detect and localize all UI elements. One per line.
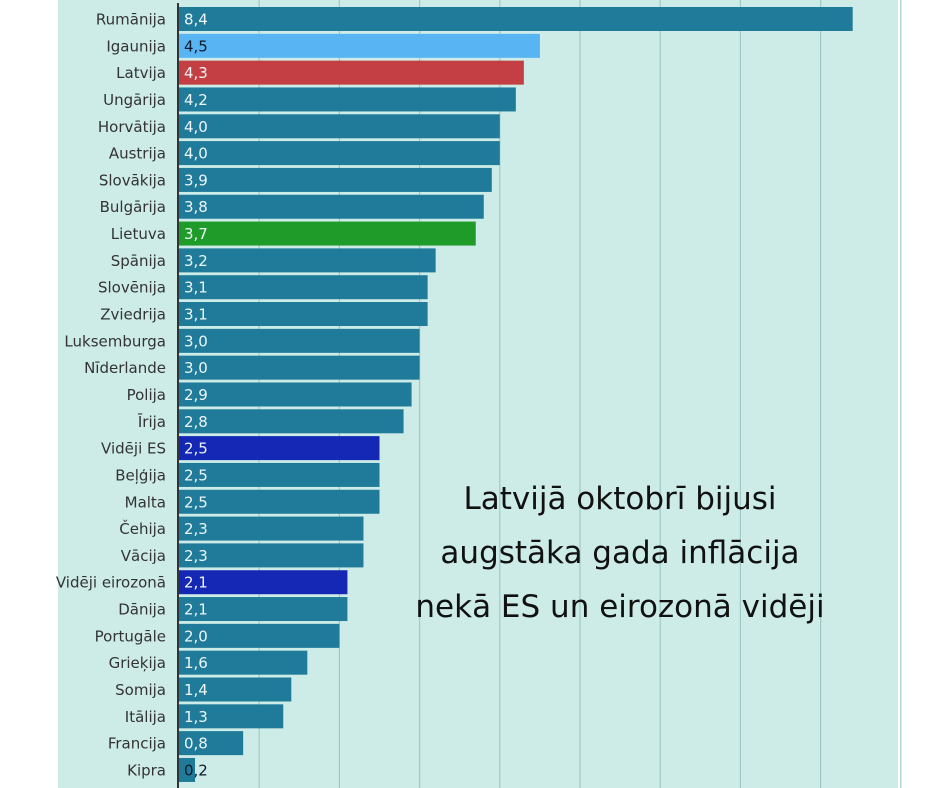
bar <box>179 33 540 58</box>
data-label: 1,6 <box>184 654 208 672</box>
category-label: Čehija <box>119 519 166 538</box>
data-label: 4,3 <box>184 64 208 82</box>
category-label: Bulgārija <box>100 198 166 216</box>
bar <box>179 677 292 702</box>
bar <box>179 60 524 85</box>
bar <box>179 114 500 139</box>
category-label: Spānija <box>111 252 166 270</box>
category-label: Zviedrija <box>100 306 166 324</box>
data-label: 3,0 <box>184 359 208 377</box>
data-label: 4,0 <box>184 145 208 163</box>
data-label: 2,5 <box>184 440 208 458</box>
category-label: Portugāle <box>95 627 166 645</box>
data-label: 1,3 <box>184 708 208 726</box>
data-label: 2,3 <box>184 520 208 538</box>
bar <box>179 757 196 782</box>
annotation-line-1: Latvijā oktobrī bijusi <box>463 481 777 517</box>
data-label: 2,1 <box>184 601 208 619</box>
category-label: Vācija <box>121 547 166 565</box>
bar <box>179 516 364 541</box>
data-label: 3,0 <box>184 332 208 350</box>
category-label: Beļģija <box>115 466 166 484</box>
category-label: Somija <box>115 681 166 699</box>
bar <box>179 167 492 192</box>
bar <box>179 302 428 327</box>
data-label: 3,2 <box>184 252 208 270</box>
bar <box>179 409 404 434</box>
data-label: 2,9 <box>184 386 208 404</box>
category-label: Polija <box>127 386 166 404</box>
category-label: Austrija <box>109 145 166 163</box>
data-label: 3,7 <box>184 225 208 243</box>
bar <box>179 623 340 648</box>
data-label: 3,9 <box>184 171 208 189</box>
bar <box>179 87 516 112</box>
data-label: 3,1 <box>184 279 208 297</box>
category-label: Vidēji eirozonā <box>56 574 166 592</box>
bar <box>179 328 420 353</box>
bar <box>179 355 420 380</box>
category-label: Latvija <box>116 64 166 82</box>
data-label: 2,5 <box>184 466 208 484</box>
category-label: Ungārija <box>103 91 166 109</box>
data-label: 2,0 <box>184 627 208 645</box>
bar <box>179 597 348 622</box>
data-label: 4,2 <box>184 91 208 109</box>
category-label: Francija <box>108 735 166 753</box>
category-label: Īrija <box>138 413 166 431</box>
category-label: Malta <box>125 493 166 511</box>
data-label: 2,5 <box>184 493 208 511</box>
bar <box>179 650 308 675</box>
chart-annotation: Latvijā oktobrī bijusi augstāka gada inf… <box>360 472 880 634</box>
annotation-line-3: nekā ES un eirozonā vidēji <box>415 589 825 625</box>
category-label: Vidēji ES <box>101 440 166 458</box>
bar <box>179 543 364 568</box>
data-label: 3,1 <box>184 306 208 324</box>
category-label: Itālija <box>125 708 166 726</box>
data-label: 4,5 <box>184 37 208 55</box>
category-label: Kipra <box>127 761 166 779</box>
bar <box>179 7 853 31</box>
bar <box>179 731 244 756</box>
category-label: Slovākija <box>99 171 166 189</box>
bar <box>179 382 412 407</box>
annotation-line-2: augstāka gada inflācija <box>440 535 800 571</box>
data-label: 8,4 <box>184 11 208 29</box>
bar <box>179 221 476 246</box>
category-label: Lietuva <box>111 225 166 243</box>
category-label: Slovēnija <box>98 279 166 297</box>
bar <box>179 141 500 166</box>
bar <box>179 194 484 219</box>
category-label: Nīderlande <box>84 359 166 377</box>
bar <box>179 275 428 300</box>
category-label: Igaunija <box>106 37 166 55</box>
data-label: 2,1 <box>184 574 208 592</box>
data-label: 2,3 <box>184 547 208 565</box>
category-label: Luksemburga <box>64 332 166 350</box>
data-label: 4,0 <box>184 118 208 136</box>
category-label: Dānija <box>118 601 166 619</box>
data-label: 0,8 <box>184 735 208 753</box>
bar <box>179 570 348 595</box>
data-label: 3,8 <box>184 198 208 216</box>
bar <box>179 489 380 514</box>
data-label: 2,8 <box>184 413 208 431</box>
data-label: 0,2 <box>184 761 208 779</box>
bar <box>179 462 380 487</box>
bar <box>179 436 380 461</box>
category-label: Horvātija <box>98 118 166 136</box>
data-label: 1,4 <box>184 681 208 699</box>
bar <box>179 704 284 729</box>
category-label: Grieķija <box>109 654 166 672</box>
category-label: Rumānija <box>96 11 166 29</box>
bar <box>179 248 436 273</box>
